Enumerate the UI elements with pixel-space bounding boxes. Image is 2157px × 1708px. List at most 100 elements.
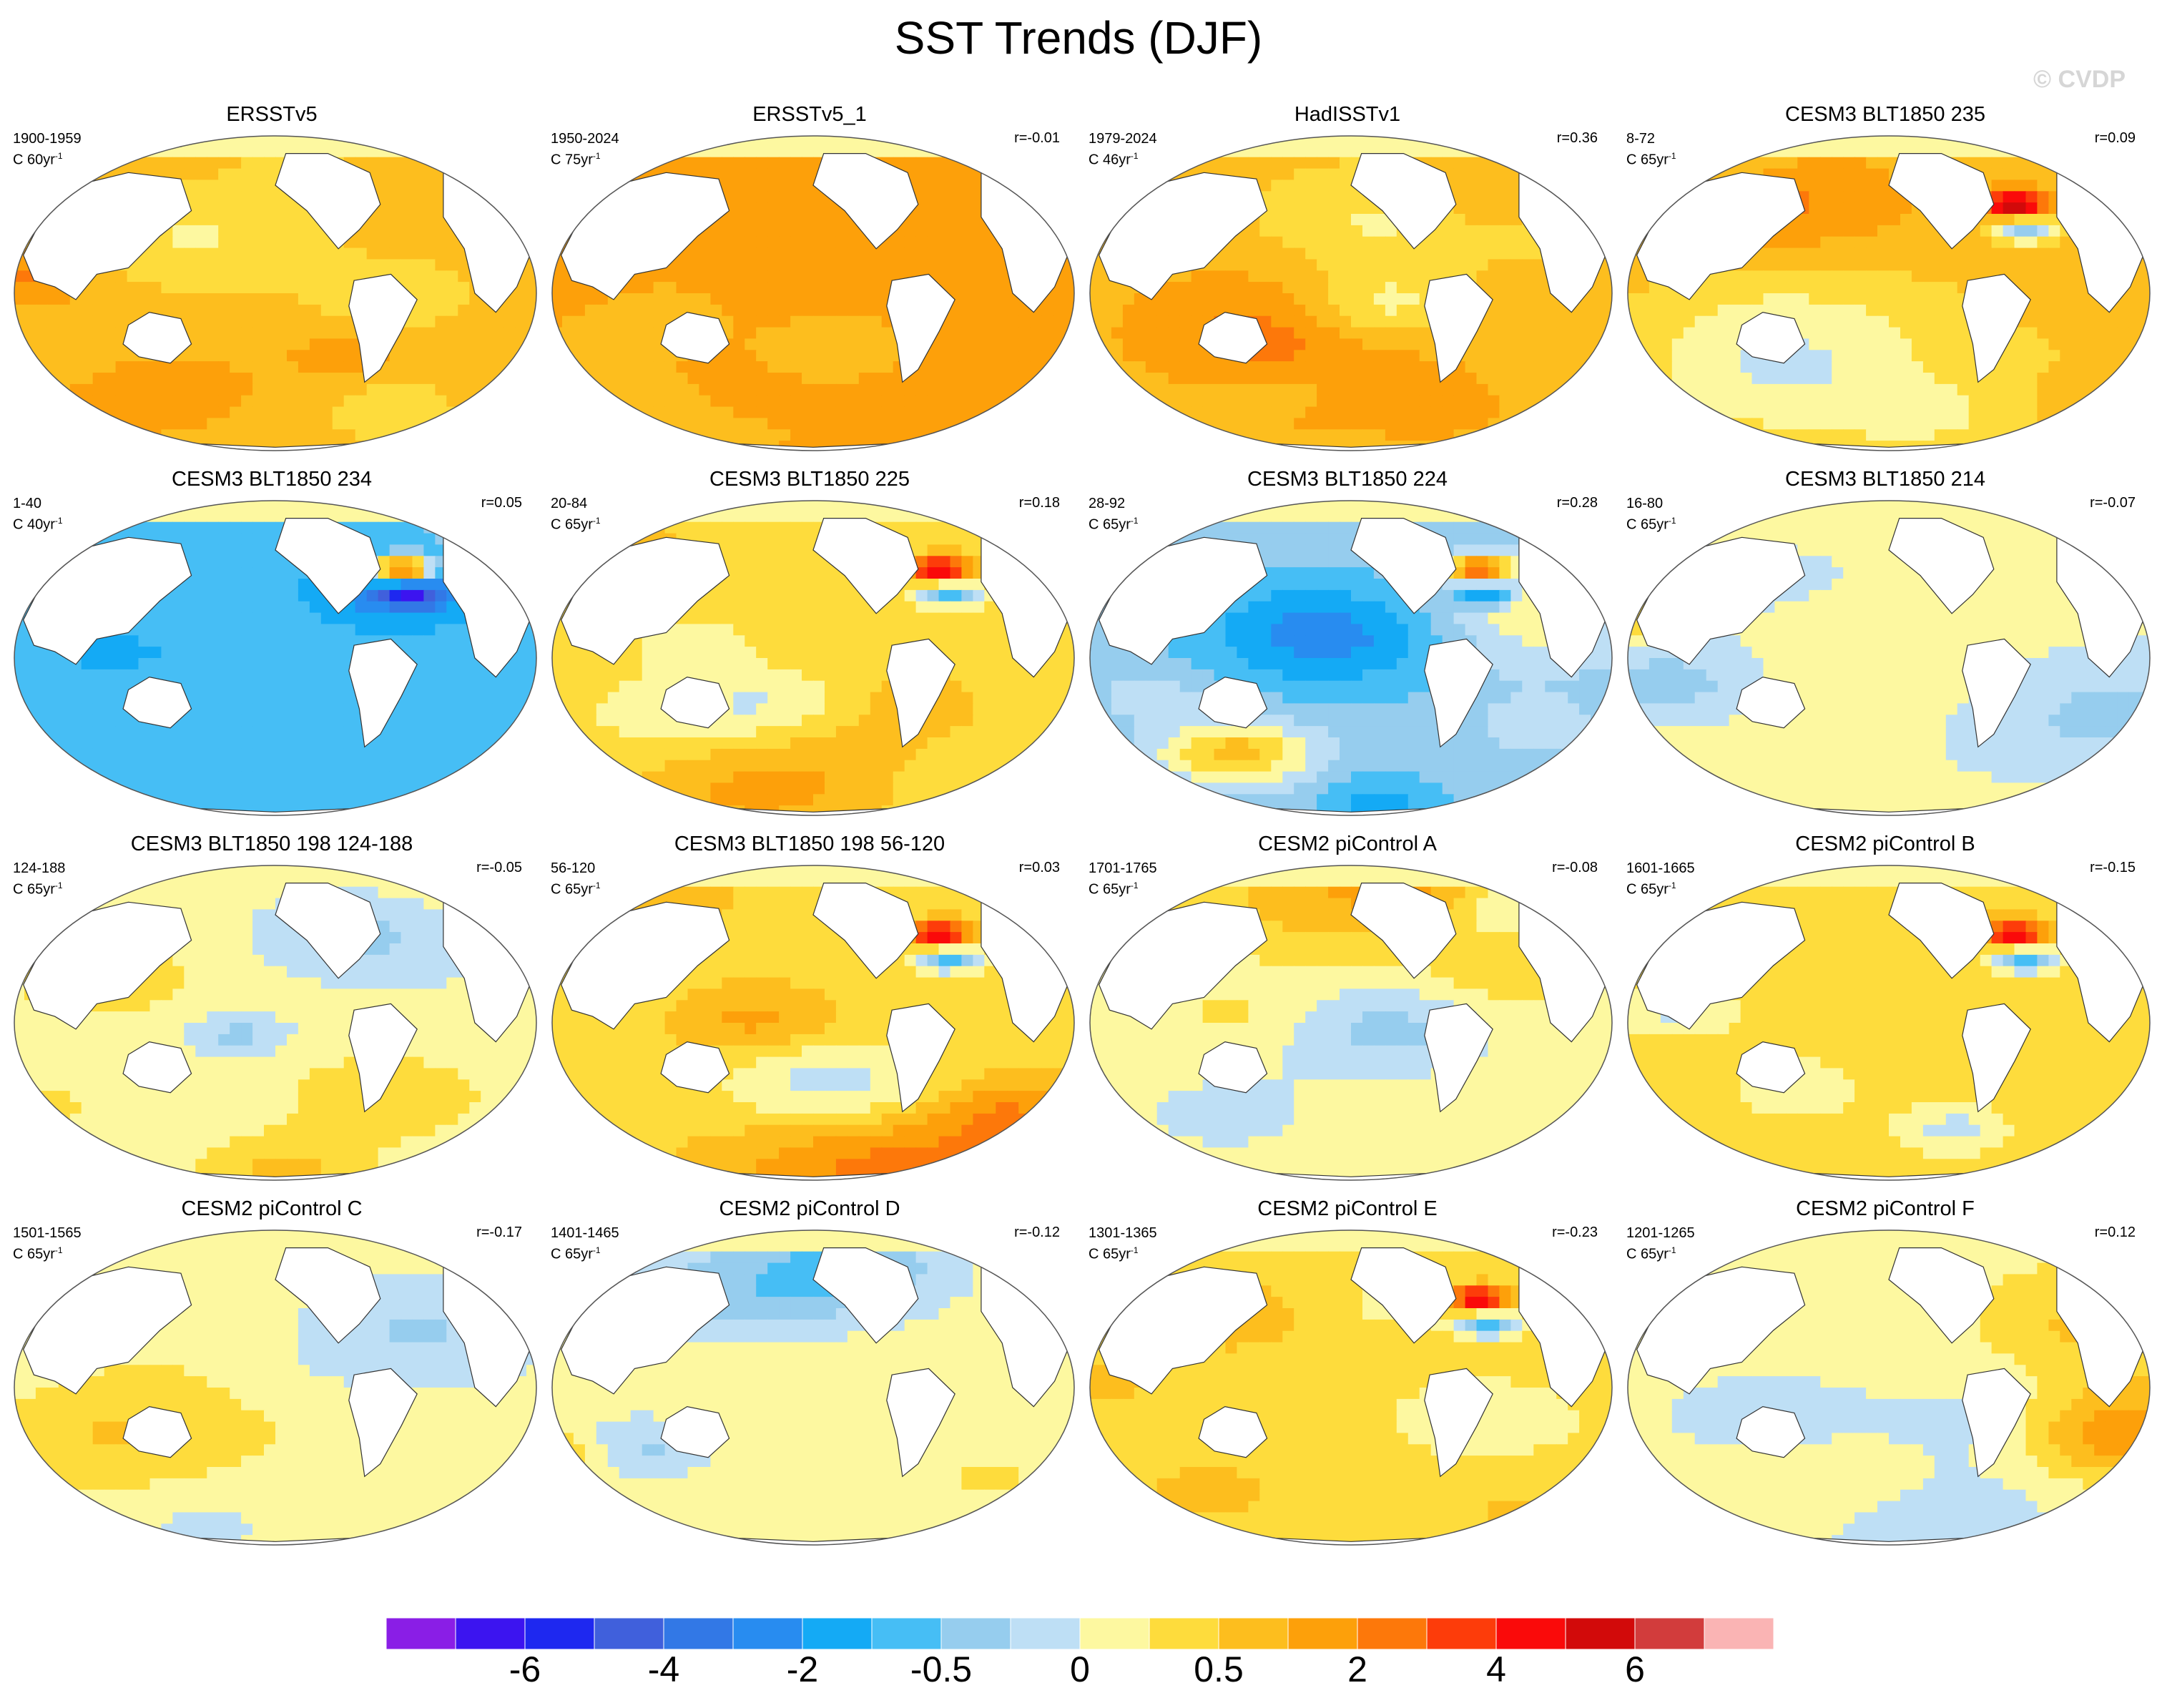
- period-years: 124-188: [13, 860, 65, 877]
- land-mask: [1962, 273, 2031, 383]
- land-mask: [1888, 153, 1995, 250]
- panel-title: CESM2 piControl E: [1078, 1197, 1616, 1221]
- land-mask: [275, 883, 381, 979]
- trend-length: C 65yr-1: [1626, 877, 1695, 898]
- colorbar-tick-label: -4: [648, 1649, 679, 1690]
- robinson-map: [14, 1230, 537, 1546]
- colorbar-swatch: [1149, 1618, 1219, 1649]
- pattern-correlation: r=-0.17: [476, 1224, 522, 1241]
- map-panel: CESM3 BLT1850 235 8-72 C 65yr-1 r=0.09: [1616, 103, 2154, 461]
- map-panel: CESM2 piControl D 1401-1465 C 65yr-1 r=-0.1…: [541, 1197, 1078, 1555]
- panel-title: CESM3 BLT1850 198 124-188: [3, 833, 541, 856]
- land-mask: [122, 1405, 192, 1458]
- map-border: [14, 135, 537, 451]
- land-mask: [1888, 883, 1995, 979]
- pattern-correlation: r=-0.01: [1014, 130, 1060, 147]
- map-border: [14, 865, 537, 1181]
- colorbar-swatch: [663, 1618, 734, 1649]
- panel-period: 1201-1265 C 65yr-1: [1626, 1224, 1695, 1263]
- colorbar-swatch: [1079, 1618, 1150, 1649]
- robinson-map: [551, 135, 1075, 451]
- land-mask: [1350, 883, 1457, 979]
- robinson-map: [1627, 135, 2151, 451]
- land-mask: [1424, 273, 1493, 383]
- map-panel: CESM3 BLT1850 234 1-40 C 40yr-1 r=0.05: [3, 468, 541, 825]
- map-border: [1627, 865, 2151, 1181]
- period-years: 1601-1665: [1626, 860, 1695, 877]
- map-border: [1089, 865, 1613, 1181]
- land-mask: [660, 676, 730, 729]
- trend-length: C 40yr-1: [13, 512, 63, 534]
- land-mask: [348, 638, 418, 748]
- colorbar-tick-label: 0.5: [1194, 1649, 1244, 1690]
- map-panel: ERSSTv5 1900-1959 C 60yr-1: [3, 103, 541, 461]
- map-border: [14, 1230, 537, 1546]
- land-mask: [1736, 311, 1806, 364]
- pattern-correlation: r=0.09: [2095, 130, 2136, 147]
- period-years: 8-72: [1626, 130, 1676, 147]
- colorbar-swatch: [802, 1618, 873, 1649]
- colorbar-swatch: [455, 1618, 526, 1649]
- land-mask: [1424, 638, 1493, 748]
- pattern-correlation: r=-0.05: [476, 860, 522, 876]
- trend-length: C 65yr-1: [551, 877, 601, 898]
- land-mask: [1888, 518, 1995, 614]
- land-mask: [812, 1247, 919, 1344]
- robinson-map: [551, 1230, 1075, 1546]
- colorbar-swatch: [1565, 1618, 1636, 1649]
- land-mask: [275, 153, 381, 250]
- panel-title: CESM3 BLT1850 235: [1616, 103, 2154, 127]
- map-panel: CESM3 BLT1850 198 124-188 124-188 C 65yr-1…: [3, 833, 541, 1190]
- map-panel: CESM2 piControl B 1601-1665 C 65yr-1 r=-0.1…: [1616, 833, 2154, 1190]
- land-mask: [122, 676, 192, 729]
- map-panel: HadISSTv1 1979-2024 C 46yr-1 r=0.36: [1078, 103, 1616, 461]
- colorbar-tick-label: 0: [1070, 1649, 1090, 1690]
- colorbar-swatch: [871, 1618, 942, 1649]
- land-mask: [1350, 518, 1457, 614]
- land-mask: [812, 153, 919, 250]
- panel-title: CESM2 piControl F: [1616, 1197, 2154, 1221]
- map-panel: CESM3 BLT1850 224 28-92 C 65yr-1 r=0.28: [1078, 468, 1616, 825]
- land-mask: [275, 1247, 381, 1344]
- colorbar-swatch: [1010, 1618, 1081, 1649]
- colorbar-swatch: [1495, 1618, 1566, 1649]
- map-panel: CESM3 BLT1850 198 56-120 56-120 C 65yr-1 r=…: [541, 833, 1078, 1190]
- panel-period: 1601-1665 C 65yr-1: [1626, 860, 1695, 898]
- map-border: [551, 500, 1075, 816]
- map-panel: CESM2 piControl C 1501-1565 C 65yr-1 r=-0.1…: [3, 1197, 541, 1555]
- period-years: 1501-1565: [13, 1224, 82, 1242]
- robinson-map: [1089, 500, 1613, 816]
- robinson-map: [1627, 500, 2151, 816]
- figure-title: SST Trends (DJF): [0, 11, 2157, 64]
- map-panel: CESM2 piControl E 1301-1365 C 65yr-1 r=-0.2…: [1078, 1197, 1616, 1555]
- map-border: [551, 135, 1075, 451]
- robinson-map: [1089, 135, 1613, 451]
- land-mask: [1350, 153, 1457, 250]
- colorbar: [386, 1618, 1774, 1649]
- pattern-correlation: r=0.05: [481, 495, 522, 511]
- colorbar-swatch: [1426, 1618, 1497, 1649]
- land-mask: [886, 638, 955, 748]
- pattern-correlation: r=0.12: [2095, 1224, 2136, 1241]
- pattern-correlation: r=-0.15: [2090, 860, 2136, 876]
- colorbar-swatch: [524, 1618, 595, 1649]
- period-years: 1701-1765: [1089, 860, 1157, 877]
- map-border: [1089, 500, 1613, 816]
- colorbar-swatch: [732, 1618, 803, 1649]
- land-mask: [348, 1003, 418, 1113]
- robinson-map: [1089, 1230, 1613, 1546]
- trend-length: C 46yr-1: [1089, 147, 1157, 169]
- panel-title: CESM3 BLT1850 234: [3, 468, 541, 491]
- trend-length: C 65yr-1: [1089, 1242, 1157, 1263]
- land-mask: [1198, 1041, 1268, 1094]
- land-mask: [348, 273, 418, 383]
- panel-title: CESM2 piControl D: [541, 1197, 1078, 1221]
- map-panel: CESM3 BLT1850 214 16-80 C 65yr-1 r=-0.07: [1616, 468, 2154, 825]
- colorbar-swatch: [940, 1618, 1011, 1649]
- colorbar-swatch: [1287, 1618, 1358, 1649]
- panel-title: CESM3 BLT1850 214: [1616, 468, 2154, 491]
- land-mask: [1888, 1247, 1995, 1344]
- land-mask: [1350, 1247, 1457, 1344]
- colorbar-tick-label: 2: [1347, 1649, 1367, 1690]
- land-mask: [1962, 1368, 2031, 1478]
